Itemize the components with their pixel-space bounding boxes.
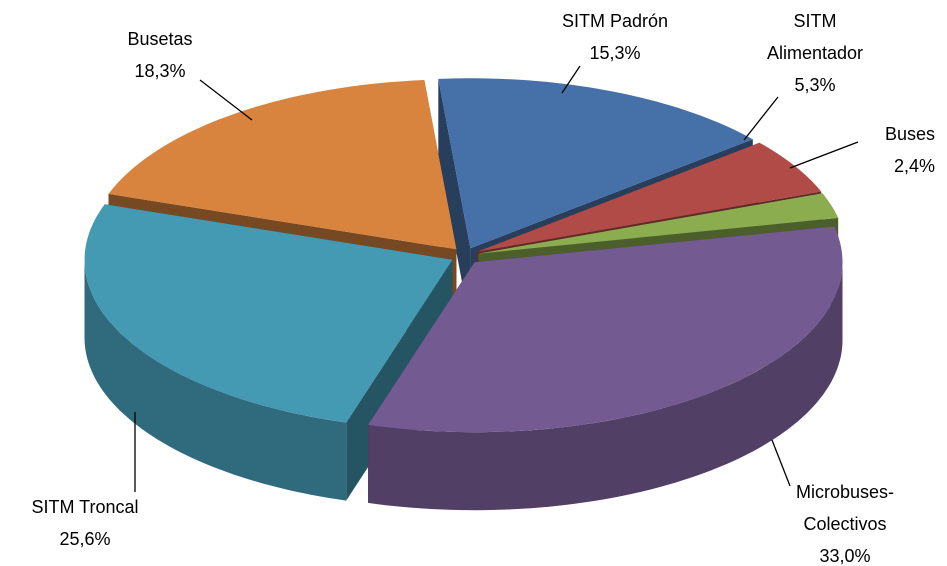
slice-side xyxy=(438,78,471,327)
value-label: 15,3% xyxy=(589,43,640,63)
leader-line xyxy=(771,439,791,487)
leader-line xyxy=(743,96,779,141)
slice xyxy=(84,204,453,423)
slice-label: SITM Troncal xyxy=(31,497,138,517)
value-label: 18,3% xyxy=(134,61,185,81)
slice-side xyxy=(84,259,347,501)
leader-line xyxy=(561,65,581,94)
slice-label: SITM Alimentador xyxy=(767,11,863,63)
value-label: 2,4% xyxy=(894,156,935,176)
slice xyxy=(108,80,457,250)
value-label: 25,6% xyxy=(59,529,110,549)
slice-label: Microbuses-Colectivos xyxy=(796,482,894,534)
leader-line xyxy=(199,79,253,121)
leader-line xyxy=(789,141,859,169)
slice-label: SITM Padrón xyxy=(562,11,668,31)
slice-label: Busetas xyxy=(127,29,192,49)
value-label: 5,3% xyxy=(794,75,835,95)
value-label: 33,0% xyxy=(819,546,870,566)
slice-side xyxy=(368,262,843,511)
slice xyxy=(438,78,753,249)
slice xyxy=(368,226,843,433)
slice xyxy=(477,142,822,252)
slice xyxy=(478,193,839,254)
slice-label: Buses xyxy=(885,124,935,144)
